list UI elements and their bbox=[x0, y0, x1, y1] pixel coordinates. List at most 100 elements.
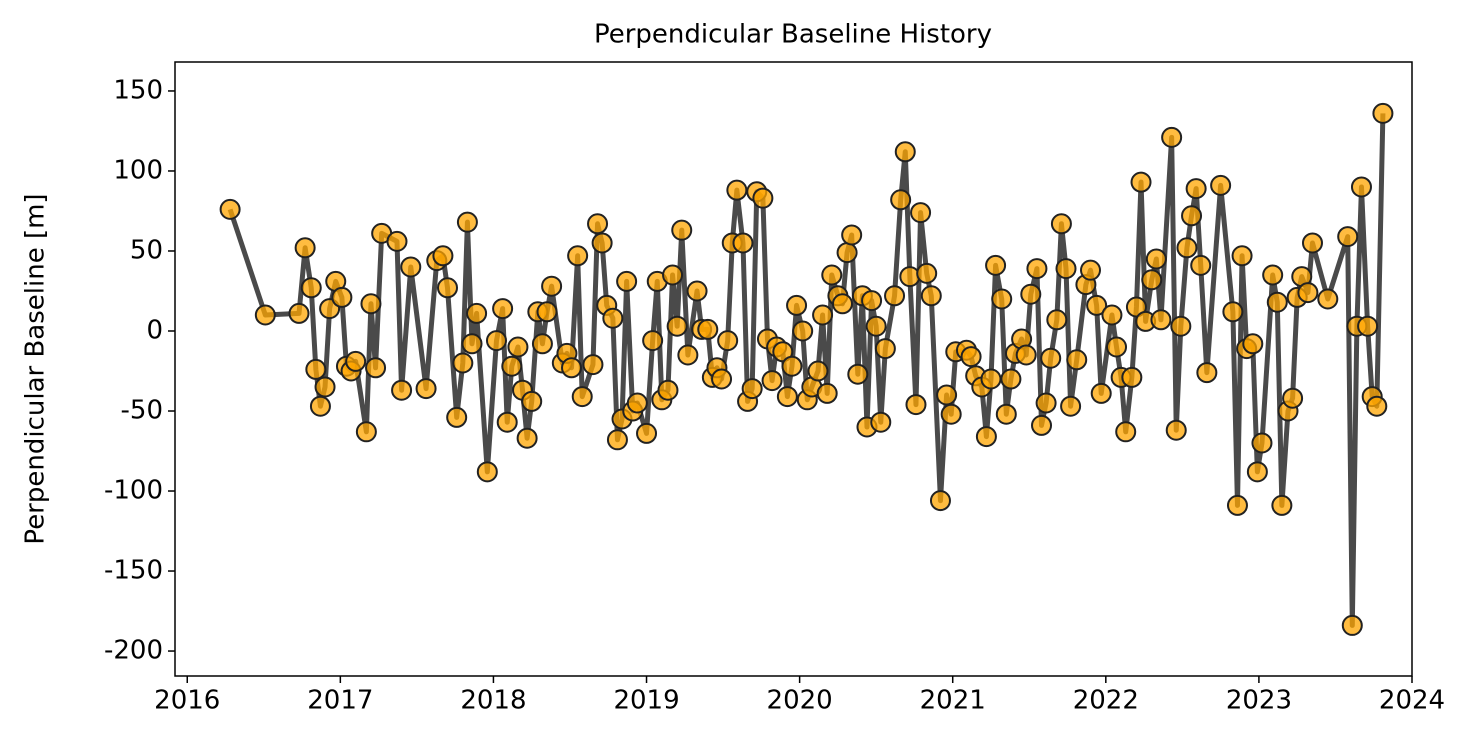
chart-title: Perpendicular Baseline History bbox=[594, 20, 992, 50]
data-point bbox=[1282, 387, 1304, 409]
y-tick-label: -200 bbox=[104, 636, 163, 666]
data-point bbox=[1337, 226, 1359, 248]
data-point bbox=[1297, 282, 1319, 304]
data-point bbox=[452, 352, 474, 374]
data-point bbox=[1317, 288, 1339, 310]
x-tick-label: 2019 bbox=[613, 686, 679, 716]
data-point bbox=[686, 280, 708, 302]
x-tick-label: 2018 bbox=[460, 686, 526, 716]
data-point bbox=[288, 302, 310, 324]
data-point bbox=[567, 245, 589, 267]
data-point bbox=[711, 368, 733, 390]
data-point bbox=[636, 422, 658, 444]
data-point bbox=[1196, 362, 1218, 384]
data-point bbox=[501, 355, 523, 377]
data-point bbox=[591, 232, 613, 254]
data-point bbox=[657, 379, 679, 401]
data-point bbox=[841, 224, 863, 246]
data-point bbox=[1050, 213, 1072, 235]
data-point bbox=[561, 357, 583, 379]
data-point bbox=[1161, 126, 1183, 148]
data-point bbox=[807, 360, 829, 382]
x-tick-label: 2023 bbox=[1226, 686, 1292, 716]
data-point bbox=[1026, 258, 1048, 280]
y-tick-label: -100 bbox=[104, 476, 163, 506]
data-point bbox=[836, 242, 858, 264]
plot-frame bbox=[174, 61, 1413, 677]
data-point bbox=[1031, 414, 1053, 436]
data-point bbox=[905, 394, 927, 416]
data-point bbox=[305, 358, 327, 380]
data-point bbox=[1046, 309, 1068, 331]
data-point bbox=[677, 344, 699, 366]
x-tick-label: 2022 bbox=[1073, 686, 1139, 716]
data-point bbox=[910, 202, 932, 224]
data-point bbox=[662, 264, 684, 286]
data-point bbox=[516, 427, 538, 449]
data-point bbox=[831, 293, 853, 315]
data-point bbox=[1040, 347, 1062, 369]
data-point bbox=[816, 382, 838, 404]
y-axis-label: Perpendicular Baseline [m] bbox=[21, 193, 51, 544]
data-point bbox=[1106, 336, 1128, 358]
data-point bbox=[1251, 432, 1273, 454]
data-point bbox=[1222, 301, 1244, 323]
data-point bbox=[386, 230, 408, 252]
x-tick-label: 2024 bbox=[1379, 686, 1445, 716]
data-point bbox=[1366, 395, 1388, 417]
data-point bbox=[219, 198, 241, 220]
data-point bbox=[894, 141, 916, 163]
x-tick-label: 2020 bbox=[767, 686, 833, 716]
data-point bbox=[531, 333, 553, 355]
data-point bbox=[345, 350, 367, 372]
series-line bbox=[227, 113, 1386, 628]
data-point bbox=[400, 256, 422, 278]
data-point bbox=[920, 285, 942, 307]
data-point bbox=[492, 298, 514, 320]
data-point bbox=[936, 384, 958, 406]
data-point bbox=[432, 245, 454, 267]
data-point bbox=[1090, 382, 1112, 404]
data-point bbox=[812, 304, 834, 326]
data-point bbox=[642, 330, 664, 352]
data-point bbox=[1242, 333, 1264, 355]
data-point bbox=[929, 490, 951, 512]
data-point bbox=[300, 277, 322, 299]
data-point bbox=[309, 395, 331, 417]
data-point bbox=[476, 461, 498, 483]
data-point bbox=[861, 290, 883, 312]
data-point bbox=[1015, 344, 1037, 366]
data-point bbox=[541, 275, 563, 297]
data-point bbox=[995, 403, 1017, 425]
data-point bbox=[1301, 232, 1323, 254]
data-point bbox=[1121, 366, 1143, 388]
data-point bbox=[761, 370, 783, 392]
data-point bbox=[355, 421, 377, 443]
data-point bbox=[582, 354, 604, 376]
x-tick-label: 2017 bbox=[307, 686, 373, 716]
data-point bbox=[571, 386, 593, 408]
data-point bbox=[294, 237, 316, 259]
data-point bbox=[960, 346, 982, 368]
data-point bbox=[1210, 174, 1232, 196]
data-point bbox=[752, 187, 774, 209]
data-point bbox=[1246, 461, 1268, 483]
data-point bbox=[980, 368, 1002, 390]
data-point bbox=[666, 315, 688, 337]
data-point bbox=[1141, 269, 1163, 291]
data-point bbox=[874, 338, 896, 360]
data-point bbox=[1060, 395, 1082, 417]
data-point bbox=[870, 411, 892, 433]
data-point bbox=[254, 304, 276, 326]
data-point bbox=[521, 390, 543, 412]
y-tick-label: 100 bbox=[113, 155, 163, 185]
data-point bbox=[391, 379, 413, 401]
data-point bbox=[1341, 614, 1363, 636]
data-point bbox=[1165, 419, 1187, 441]
data-point bbox=[626, 392, 648, 414]
data-point bbox=[1080, 259, 1102, 281]
data-point bbox=[536, 301, 558, 323]
data-point bbox=[975, 426, 997, 448]
x-tick-label: 2021 bbox=[920, 686, 986, 716]
